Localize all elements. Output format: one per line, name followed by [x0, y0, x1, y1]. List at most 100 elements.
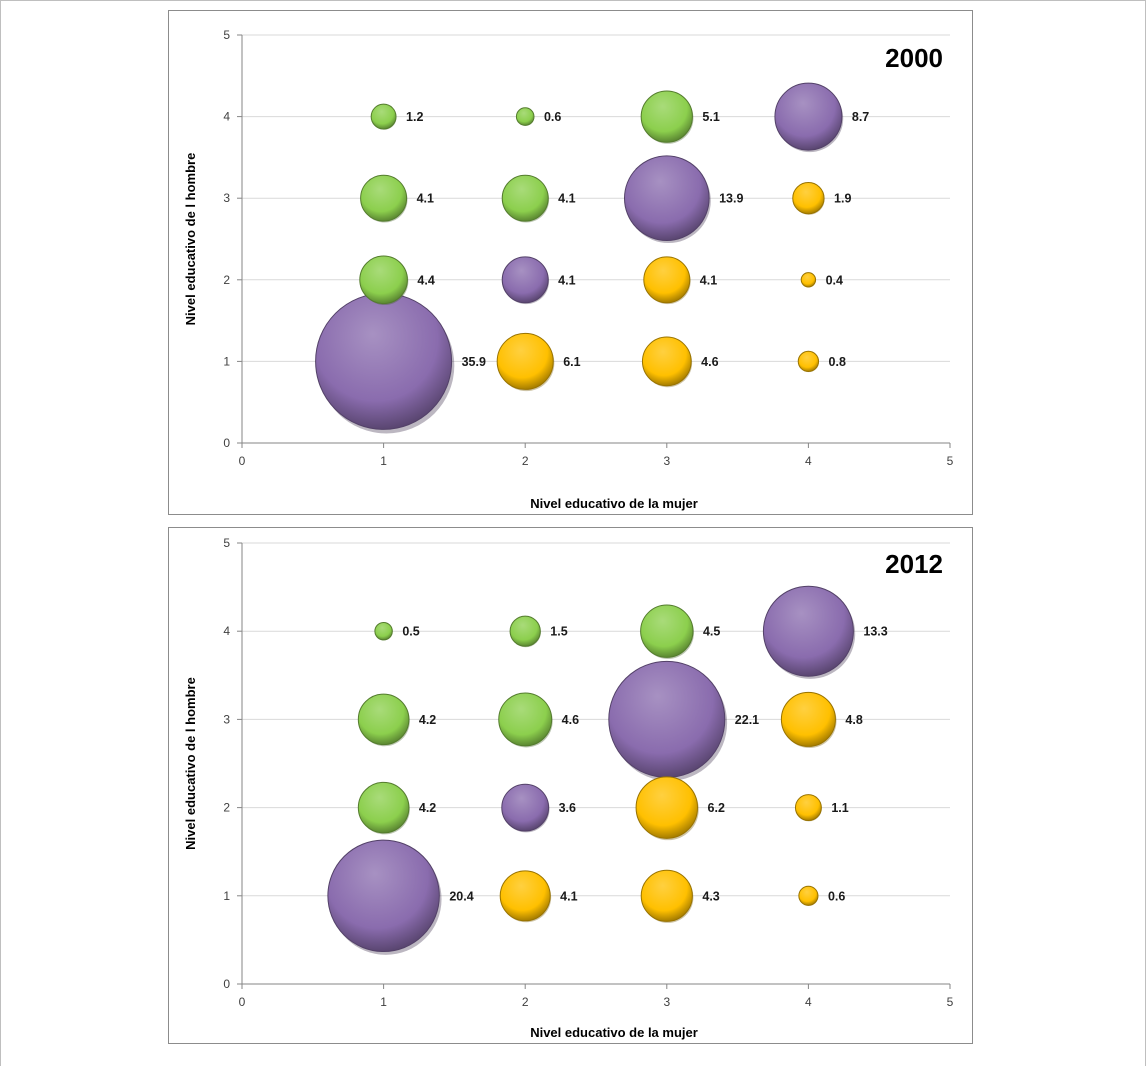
- bubble: [370, 103, 397, 130]
- bubble: [640, 604, 694, 658]
- x-tick-label: 1: [380, 454, 387, 468]
- y-tick-label: 0: [223, 977, 230, 991]
- data-label: 8.7: [852, 110, 869, 124]
- axes: 0 1 2 3 4 5 0 1 2 3 4 5: [223, 28, 953, 468]
- bubble: [640, 90, 693, 143]
- bubble: [315, 292, 453, 430]
- data-label: 0.4: [826, 273, 843, 287]
- data-label: 4.1: [417, 192, 434, 206]
- bubble: [515, 107, 535, 126]
- chart-svg-2012: 0 1 2 3 4 5 0 1 2 3 4 5 0.5 1.5 4.5 13.3 4.2 4.6 22.1 4.8 4…: [183, 536, 954, 1040]
- data-label: 0.6: [544, 110, 561, 124]
- data-label: 22.1: [735, 713, 759, 727]
- bubble: [374, 621, 393, 641]
- bubble: [359, 255, 408, 305]
- data-labels: 0.5 1.5 4.5 13.3 4.2 4.6 22.1 4.8 4.2 3.6 6.2 1.1 20…: [402, 625, 887, 904]
- bubble: [762, 585, 854, 677]
- x-tick-label: 0: [239, 995, 246, 1009]
- bubble: [501, 174, 549, 222]
- data-label: 4.3: [702, 889, 719, 903]
- bubble: [640, 869, 693, 922]
- y-axis-title: Nivel educativo de l hombre: [183, 677, 198, 850]
- y-tick-label: 1: [223, 889, 230, 903]
- bubble: [623, 155, 710, 242]
- y-tick-label: 3: [223, 191, 230, 205]
- bubble: [501, 256, 549, 304]
- bubble-chart-2012: 0 1 2 3 4 5 0 1 2 3 4 5 0.5 1.5 4.5 13.3 4.2 4.6 22.1 4.8 4…: [168, 527, 973, 1044]
- y-tick-label: 2: [223, 801, 230, 815]
- x-tick-label: 4: [805, 454, 812, 468]
- bubble: [496, 332, 554, 390]
- data-label: 4.1: [700, 273, 717, 287]
- bubble: [357, 781, 410, 834]
- y-tick-label: 5: [223, 536, 230, 550]
- data-label: 1.5: [550, 625, 567, 639]
- data-label: 1.1: [831, 801, 848, 815]
- data-label: 5.1: [702, 110, 719, 124]
- data-label: 4.1: [558, 273, 575, 287]
- bubble: [499, 870, 551, 922]
- bubbles: [327, 585, 856, 955]
- bubble: [797, 350, 820, 373]
- bubbles: [315, 82, 844, 434]
- y-tick-label: 5: [223, 28, 230, 42]
- y-tick-label: 2: [223, 273, 230, 287]
- data-label: 4.1: [560, 889, 577, 903]
- data-label: 4.5: [703, 625, 720, 639]
- data-label: 0.6: [828, 889, 845, 903]
- data-label: 6.2: [708, 801, 725, 815]
- data-label: 4.6: [562, 713, 579, 727]
- x-tick-label: 3: [663, 995, 670, 1009]
- x-tick-label: 4: [805, 995, 812, 1009]
- bubble: [800, 272, 817, 288]
- data-label: 4.6: [701, 355, 718, 369]
- x-tick-label: 5: [947, 995, 954, 1009]
- bubble: [780, 691, 836, 747]
- y-tick-label: 3: [223, 712, 230, 726]
- data-label: 20.4: [449, 889, 473, 903]
- bubble: [608, 660, 726, 778]
- y-axis-title: Nivel educativo de l hombre: [183, 153, 198, 326]
- chart-title: 2012: [885, 549, 943, 579]
- bubble: [498, 692, 553, 747]
- x-tick-label: 3: [663, 454, 670, 468]
- data-label: 13.9: [719, 192, 743, 206]
- x-tick-label: 0: [239, 454, 246, 468]
- data-label: 4.2: [419, 713, 436, 727]
- data-label: 1.2: [406, 110, 423, 124]
- data-label: 4.4: [417, 273, 434, 287]
- bubble: [641, 336, 692, 387]
- bubble: [327, 839, 440, 953]
- bubble: [501, 783, 550, 832]
- bubble: [774, 82, 843, 151]
- bubble: [360, 174, 408, 222]
- y-tick-label: 0: [223, 436, 230, 450]
- data-label: 4.2: [419, 801, 436, 815]
- data-label: 1.9: [834, 192, 851, 206]
- x-axis-title: Nivel educativo de la mujer: [530, 496, 698, 511]
- chart-title: 2000: [885, 43, 943, 73]
- bubble: [635, 776, 699, 839]
- bubble: [792, 182, 825, 215]
- x-tick-label: 2: [522, 995, 529, 1009]
- x-axis-title: Nivel educativo de la mujer: [530, 1025, 698, 1040]
- data-label: 35.9: [462, 355, 486, 369]
- y-tick-label: 1: [223, 354, 230, 368]
- bubble: [643, 256, 691, 304]
- x-tick-label: 1: [380, 995, 387, 1009]
- data-label: 13.3: [863, 625, 887, 639]
- data-label: 0.5: [402, 625, 419, 639]
- x-tick-label: 5: [947, 454, 954, 468]
- data-label: 0.8: [829, 355, 846, 369]
- y-tick-label: 4: [223, 110, 230, 124]
- bubble: [357, 693, 410, 746]
- axes: 0 1 2 3 4 5 0 1 2 3 4 5: [223, 536, 953, 1009]
- data-label: 3.6: [559, 801, 576, 815]
- bubble: [798, 885, 819, 906]
- data-label: 4.8: [845, 713, 862, 727]
- data-labels: 1.2 0.6 5.1 8.7 4.1 4.1 13.9 1.9 4.4 4.1 4.1 0.4 35.…: [406, 110, 869, 369]
- bubble-chart-2000: 0 1 2 3 4 5 0 1 2 3 4 5 1.2 0.6 5.1 8.7 4.1 4.1 13.9 1.9 4.…: [168, 10, 973, 515]
- gridlines: [242, 542, 950, 897]
- x-tick-label: 2: [522, 454, 529, 468]
- y-tick-label: 4: [223, 624, 230, 638]
